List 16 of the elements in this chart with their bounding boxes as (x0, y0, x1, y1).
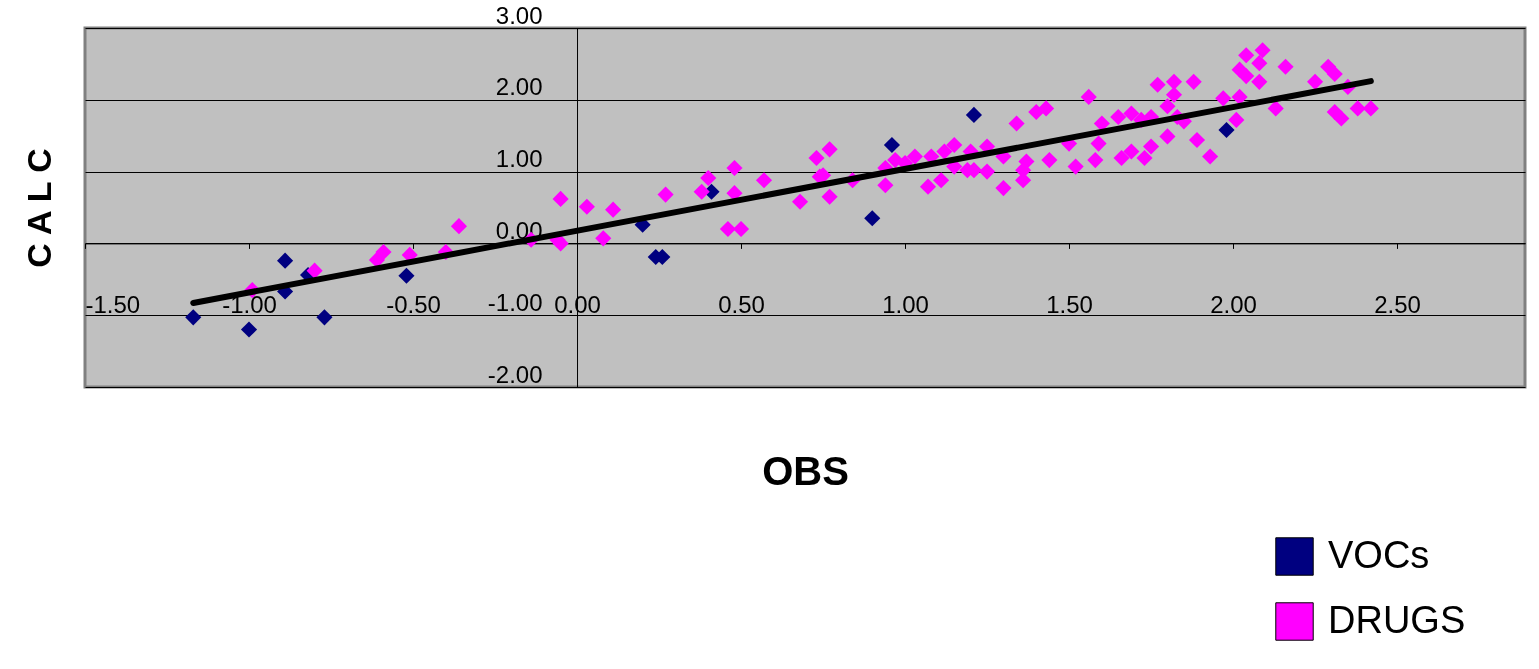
x-tick-label: -1.00 (222, 290, 277, 318)
x-tick-label: -1.50 (85, 290, 141, 318)
x-tick-label: 1.00 (882, 290, 929, 318)
x-axis-title: OBS (762, 448, 849, 493)
y-axis-title: C A L C (19, 148, 58, 268)
y-tick-label: 1.00 (495, 145, 543, 173)
x-tick-label: 2.50 (1374, 290, 1421, 318)
y-tick-label: 3.00 (495, 1, 543, 29)
x-tick-label: -0.50 (386, 290, 441, 318)
y-tick-label: 2.00 (495, 73, 543, 101)
x-tick-label: 2.00 (1210, 290, 1257, 318)
x-tick-label: 0.50 (718, 290, 765, 318)
x-tick-label: 1.50 (1046, 290, 1093, 318)
legend-label: DRUGS (1328, 598, 1466, 641)
legend-label: VOCs (1328, 533, 1430, 576)
y-tick-label: -2.00 (487, 360, 543, 388)
